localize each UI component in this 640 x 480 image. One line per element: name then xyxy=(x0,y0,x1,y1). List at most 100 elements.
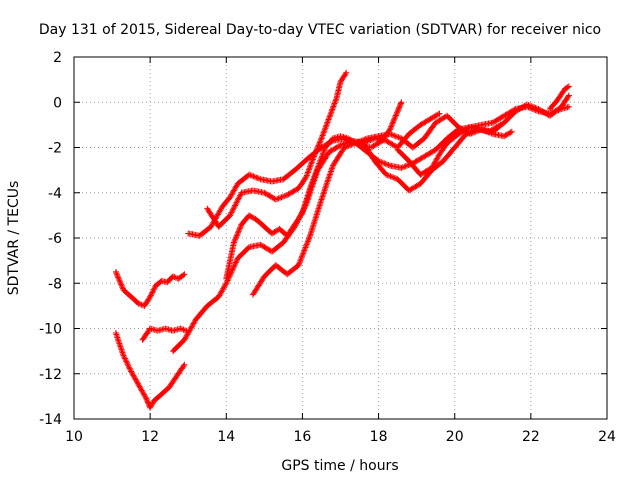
plus-marker xyxy=(354,139,361,146)
plus-marker xyxy=(341,144,348,151)
data-series xyxy=(112,330,188,411)
plus-marker xyxy=(319,153,325,160)
plus-marker xyxy=(307,163,313,170)
x-tick-label: 14 xyxy=(217,429,235,445)
plus-marker xyxy=(316,139,323,146)
plus-marker xyxy=(230,205,237,212)
plus-marker xyxy=(478,126,485,133)
plus-marker xyxy=(234,231,241,238)
plus-marker xyxy=(388,173,395,180)
plus-marker xyxy=(311,172,318,179)
plus-marker xyxy=(143,395,150,402)
plus-marker xyxy=(321,126,328,133)
plus-marker xyxy=(526,102,533,109)
plus-marker xyxy=(121,354,128,361)
plus-marker xyxy=(278,194,285,201)
plus-marker xyxy=(126,364,132,371)
plus-marker xyxy=(485,129,492,136)
plus-marker xyxy=(316,141,323,147)
chart-title: Day 131 of 2015, Sidereal Day-to-day VTE… xyxy=(39,22,601,38)
plus-marker xyxy=(126,365,133,372)
plus-marker xyxy=(310,155,317,161)
plus-marker xyxy=(308,182,315,189)
y-axis-ticks: -14 -12 -10 -8 -6 -4 -2 0 2 xyxy=(39,50,607,428)
plus-marker xyxy=(396,104,403,111)
plus-marker xyxy=(312,149,319,156)
plus-marker xyxy=(279,193,286,200)
data-points xyxy=(112,69,572,411)
plus-marker xyxy=(344,143,351,150)
plus-marker xyxy=(481,127,488,134)
data-series xyxy=(546,83,572,112)
plus-marker xyxy=(388,131,395,138)
plus-marker xyxy=(317,138,324,145)
plus-marker xyxy=(313,146,320,153)
data-series xyxy=(249,92,572,298)
plus-marker xyxy=(398,99,405,106)
plus-marker xyxy=(124,361,131,368)
plus-marker xyxy=(435,111,442,118)
plus-marker xyxy=(345,142,352,149)
plus-marker xyxy=(233,234,240,240)
x-axis-ticks: 10 12 14 16 18 20 22 24 xyxy=(65,57,616,445)
plus-marker xyxy=(314,166,321,173)
plus-marker xyxy=(282,192,289,199)
plus-marker xyxy=(231,262,238,269)
plus-marker xyxy=(468,130,475,137)
plus-marker xyxy=(230,239,237,246)
plus-marker xyxy=(565,103,572,110)
y-tick-label: 0 xyxy=(53,95,62,111)
plus-marker xyxy=(391,115,398,122)
plus-marker xyxy=(233,199,240,206)
plus-marker xyxy=(142,394,149,401)
plus-marker xyxy=(299,253,305,260)
data-series xyxy=(223,99,405,282)
data-series xyxy=(112,268,188,309)
plus-marker xyxy=(388,123,395,130)
y-tick-label: -4 xyxy=(48,186,62,202)
plus-marker xyxy=(235,195,242,202)
plus-marker xyxy=(114,273,121,280)
plus-marker xyxy=(392,133,399,140)
x-tick-label: 24 xyxy=(598,429,616,445)
plus-marker xyxy=(303,173,310,180)
plus-marker xyxy=(237,192,244,199)
plus-marker xyxy=(135,300,142,307)
plus-marker xyxy=(565,92,572,99)
plus-marker xyxy=(390,118,397,124)
plus-marker xyxy=(392,112,399,119)
plus-marker xyxy=(313,148,320,154)
plus-marker xyxy=(149,289,156,296)
plus-marker xyxy=(313,169,319,176)
plus-marker xyxy=(274,196,281,202)
y-tick-label: -2 xyxy=(48,141,62,157)
plus-marker xyxy=(237,224,244,231)
plus-marker xyxy=(384,172,391,179)
y-axis-label: SDTVAR / TECUs xyxy=(6,181,22,296)
plus-marker xyxy=(298,211,305,218)
plus-marker xyxy=(326,113,333,120)
plus-marker xyxy=(389,120,396,127)
plus-marker xyxy=(181,361,188,368)
plus-marker xyxy=(222,281,229,288)
data-series xyxy=(139,325,190,343)
plus-marker xyxy=(297,257,304,264)
plus-marker xyxy=(331,100,338,107)
plus-marker xyxy=(393,111,400,118)
plus-marker xyxy=(122,357,129,363)
plus-marker xyxy=(180,363,187,369)
plus-marker xyxy=(123,358,130,365)
y-tick-label: 2 xyxy=(53,50,62,66)
plus-marker xyxy=(250,173,257,180)
plus-marker xyxy=(177,325,184,332)
plus-marker xyxy=(394,109,400,116)
plus-marker xyxy=(398,164,405,171)
plus-marker xyxy=(235,229,241,236)
plus-marker xyxy=(564,84,571,91)
plus-marker xyxy=(171,274,178,280)
plus-marker xyxy=(343,69,350,76)
plus-marker xyxy=(532,104,539,111)
plus-marker xyxy=(312,150,318,157)
plus-marker xyxy=(309,157,316,164)
y-tick-label: -8 xyxy=(48,276,62,292)
